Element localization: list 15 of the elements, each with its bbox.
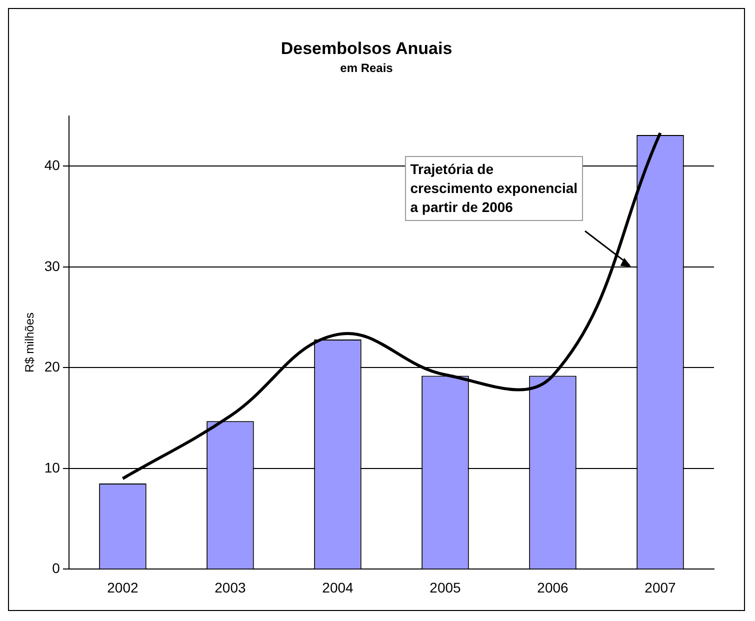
x-tick-label: 2003 <box>214 579 246 596</box>
y-axis-title: R$ milhões <box>22 312 37 373</box>
x-tick-label: 2002 <box>107 579 139 596</box>
annotation: Trajetória de crescimento exponencial a partir de 2006 <box>405 156 583 222</box>
y-tick-label: 40 <box>44 157 60 174</box>
x-tick-label: 2006 <box>537 579 569 596</box>
chart-subtitle: em Reais <box>340 60 394 75</box>
y-tick-label: 30 <box>44 258 60 274</box>
x-tick-label: 2007 <box>644 579 676 596</box>
y-tick-label: 0 <box>52 560 60 576</box>
y-tick-label: 20 <box>44 358 60 375</box>
x-tick-label: 2004 <box>322 579 354 596</box>
y-tick-label: 10 <box>44 459 60 476</box>
x-tick-label: 2005 <box>430 579 462 596</box>
chart-title: Desembolsos Anuais <box>280 38 452 58</box>
